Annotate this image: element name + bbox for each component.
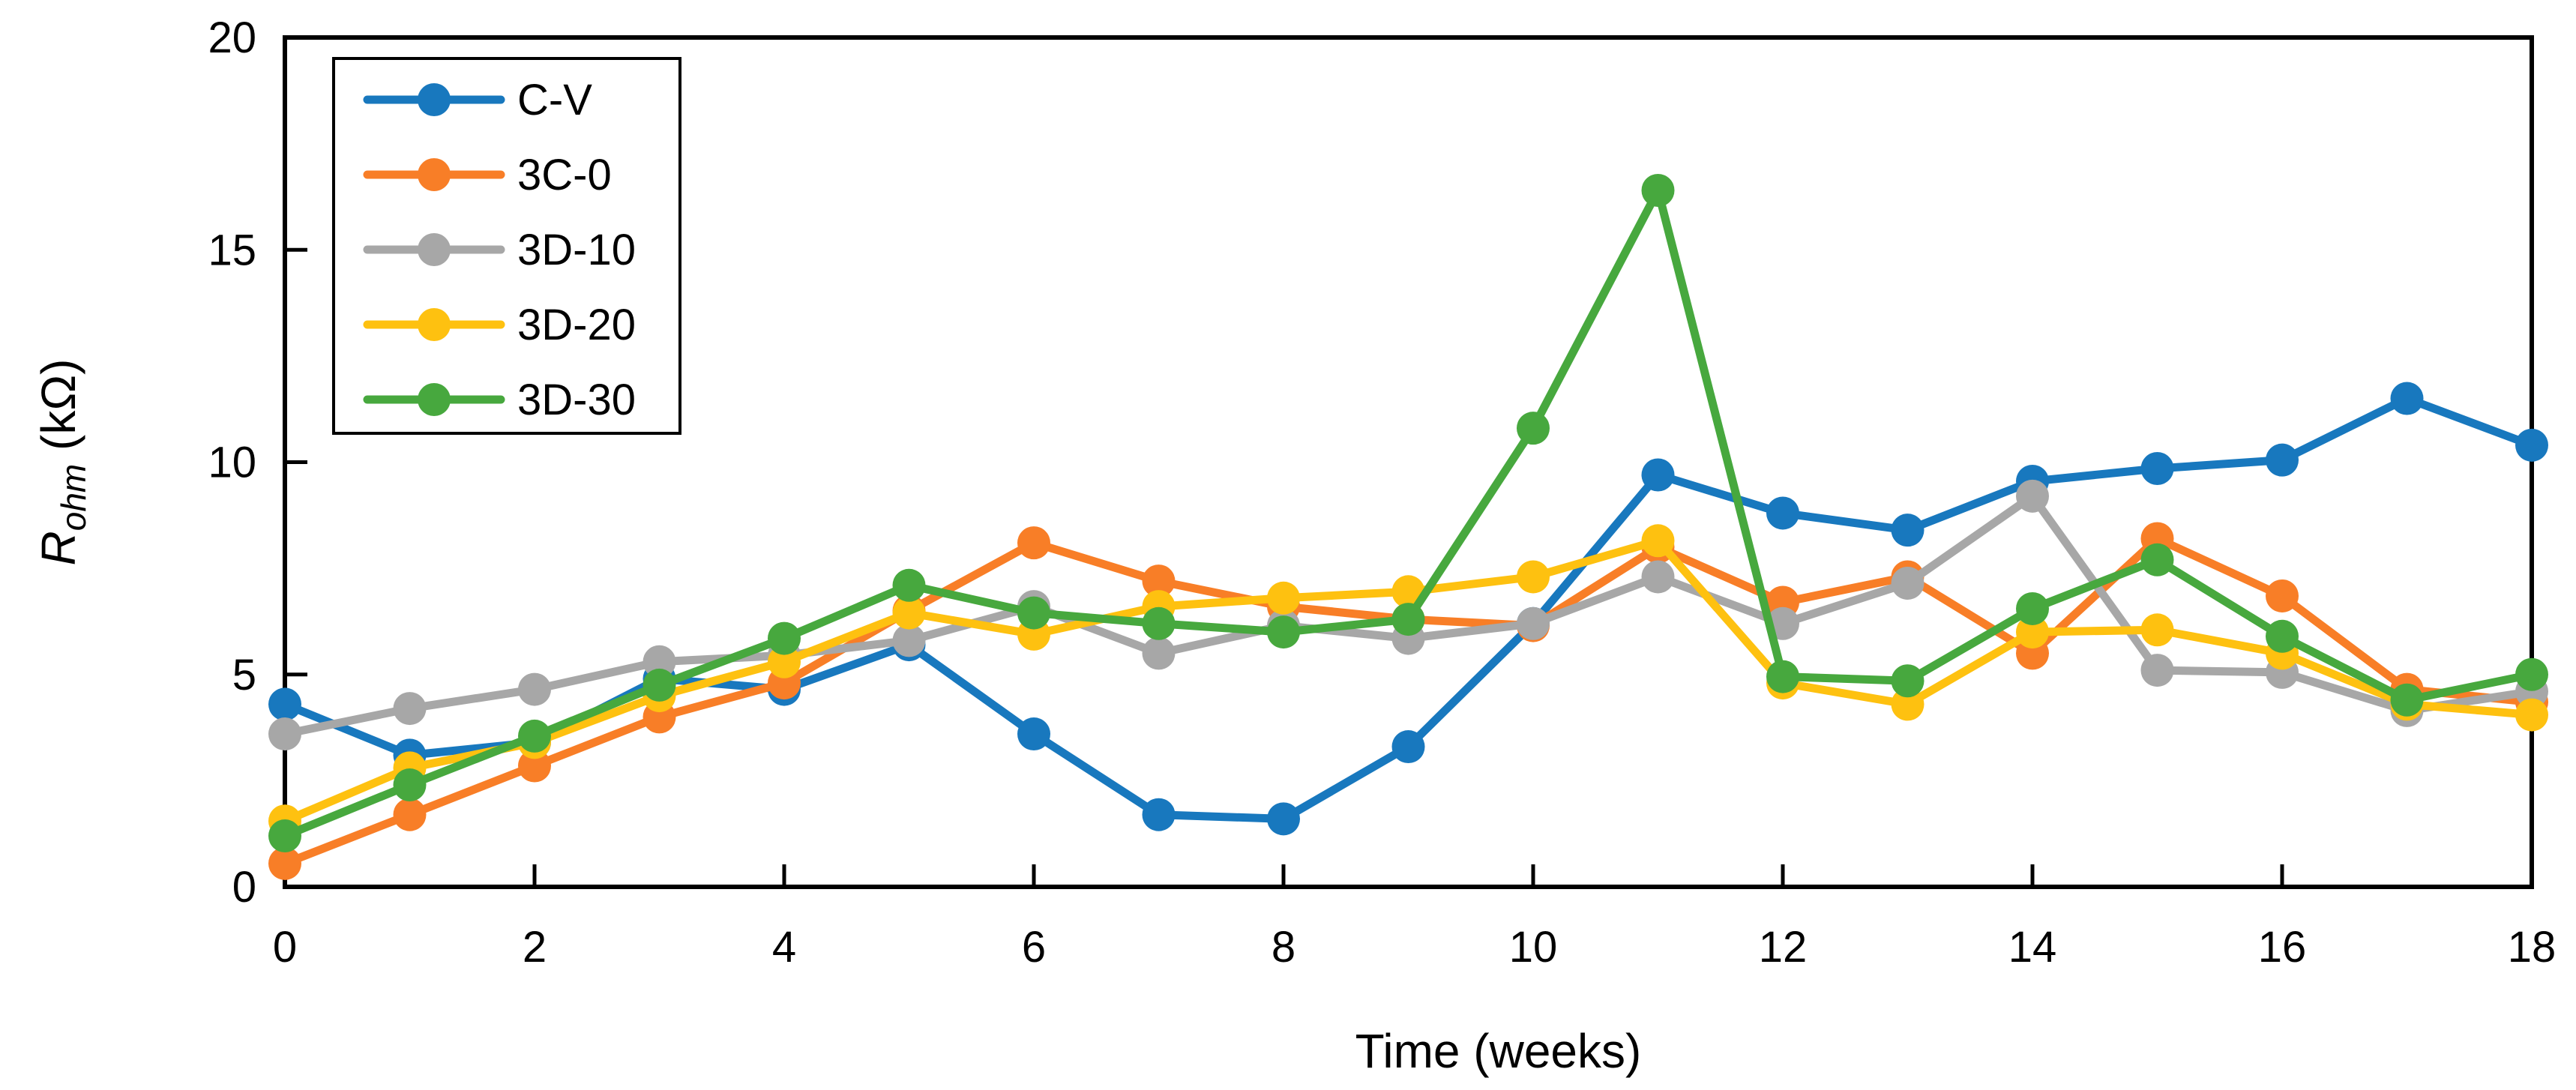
x-tick-label: 8 (1272, 923, 1295, 972)
data-point-3D-20-week-14 (2016, 615, 2049, 649)
data-point-C-V-week-7 (1142, 798, 1176, 831)
legend-marker-swatch (418, 383, 451, 416)
data-point-3D-20-week-13 (1891, 687, 1925, 721)
x-tick-label: 6 (1022, 923, 1046, 972)
data-point-3D-10-week-14 (2016, 479, 2049, 513)
data-point-3C-0-week-0 (268, 846, 301, 880)
data-point-C-V-week-8 (1267, 802, 1300, 836)
data-point-3D-20-week-11 (1641, 524, 1675, 558)
data-point-3D-30-week-4 (768, 621, 801, 655)
legend-marker-swatch (418, 158, 451, 191)
legend-label: 3D-20 (517, 301, 636, 349)
y-tick-label: 15 (208, 226, 256, 274)
data-point-3D-30-week-5 (892, 568, 926, 602)
legend-item-3D-30: 3D-30 (363, 376, 636, 424)
data-point-3D-10-week-1 (393, 692, 427, 726)
data-point-3D-20-week-5 (892, 596, 926, 630)
data-point-3D-10-week-10 (1517, 606, 1550, 640)
data-point-3D-30-week-18 (2515, 657, 2548, 691)
data-point-3D-10-week-15 (2140, 654, 2174, 687)
data-point-C-V-week-16 (2266, 443, 2299, 477)
data-point-3D-10-week-2 (518, 672, 551, 706)
legend-box (332, 57, 681, 435)
data-point-C-V-week-6 (1017, 717, 1050, 751)
legend-label: C-V (517, 76, 592, 124)
data-point-C-V-week-18 (2515, 428, 2548, 462)
data-point-3D-20-week-10 (1517, 560, 1550, 594)
data-point-3D-30-week-10 (1517, 412, 1550, 445)
data-point-3C-0-week-2 (518, 749, 551, 783)
legend-item-3D-20: 3D-20 (363, 301, 636, 349)
data-point-3D-20-week-8 (1267, 581, 1300, 615)
legend-marker-swatch (418, 308, 451, 341)
data-point-3D-10-week-0 (268, 717, 301, 751)
x-tick-label: 2 (523, 923, 547, 972)
data-point-3C-0-week-1 (393, 798, 427, 831)
data-point-3D-30-week-1 (393, 768, 427, 802)
data-point-3D-30-week-2 (518, 719, 551, 753)
y-tick-label: 5 (232, 651, 256, 699)
data-point-3D-10-week-13 (1891, 566, 1925, 600)
x-axis: 0 2 4 6 8 10 12 14 16 18 (273, 864, 2556, 972)
data-point-3D-20-week-4 (768, 645, 801, 678)
data-point-3D-30-week-3 (643, 668, 676, 702)
legend-marker-swatch (418, 83, 451, 116)
data-point-3D-30-week-16 (2266, 619, 2299, 653)
data-point-3D-20-week-18 (2515, 698, 2548, 732)
series-3D-20 (268, 524, 2548, 838)
legend-item-C-V: C-V (363, 76, 592, 124)
x-axis-title: Time (weeks) (1355, 1024, 1642, 1078)
legend-label: 3D-10 (517, 226, 636, 274)
legend-label: 3C-0 (517, 151, 612, 199)
x-tick-label: 10 (1509, 923, 1558, 972)
x-tick-label: 16 (2258, 923, 2307, 972)
data-point-3D-30-week-9 (1391, 603, 1425, 636)
y-axis-title: Rohm (kΩ) (31, 359, 93, 566)
data-point-3D-30-week-8 (1267, 615, 1300, 649)
data-point-3D-10-week-7 (1142, 636, 1176, 670)
y-tick-label: 0 (232, 863, 256, 912)
data-point-3D-10-week-5 (892, 624, 926, 657)
legend: C-V 3C-0 3D-10 3D-20 3D-30 (332, 57, 681, 435)
data-point-3C-0-week-16 (2266, 579, 2299, 612)
data-point-C-V-week-9 (1391, 730, 1425, 764)
y-tick-label: 20 (208, 13, 256, 62)
data-point-3D-30-week-7 (1142, 606, 1176, 640)
data-point-C-V-week-15 (2140, 451, 2174, 485)
y-axis: 0 5 10 15 20 (208, 13, 307, 912)
data-point-3D-10-week-11 (1641, 560, 1675, 594)
x-tick-label: 18 (2508, 923, 2557, 972)
data-point-3D-30-week-11 (1641, 173, 1675, 207)
data-point-C-V-week-0 (268, 687, 301, 721)
data-point-3C-0-week-7 (1142, 564, 1176, 598)
x-tick-label: 0 (273, 923, 297, 972)
data-point-3C-0-week-6 (1017, 526, 1050, 560)
x-tick-label: 12 (1759, 923, 1808, 972)
legend-item-3C-0: 3C-0 (363, 151, 612, 199)
data-point-C-V-week-17 (2390, 382, 2424, 415)
data-point-3D-30-week-15 (2140, 543, 2174, 576)
data-point-C-V-week-12 (1766, 496, 1799, 530)
data-point-3D-30-week-14 (2016, 591, 2049, 625)
data-point-3D-30-week-12 (1766, 660, 1799, 693)
x-tick-label: 4 (772, 923, 796, 972)
legend-label: 3D-30 (517, 376, 636, 424)
data-point-3D-30-week-17 (2390, 683, 2424, 717)
series-3D-30 (268, 173, 2548, 853)
y-tick-label: 10 (208, 439, 256, 487)
series-3D-10 (268, 479, 2548, 751)
data-point-3D-30-week-6 (1017, 596, 1050, 630)
x-tick-label: 14 (2008, 923, 2057, 972)
legend-item-3D-10: 3D-10 (363, 226, 636, 274)
data-point-3D-10-week-3 (643, 645, 676, 678)
data-point-C-V-week-13 (1891, 514, 1925, 547)
legend-marker-swatch (418, 233, 451, 266)
data-point-3D-20-week-15 (2140, 613, 2174, 647)
data-point-3D-30-week-0 (268, 819, 301, 853)
data-point-3D-30-week-13 (1891, 664, 1925, 698)
data-point-C-V-week-11 (1641, 458, 1675, 492)
